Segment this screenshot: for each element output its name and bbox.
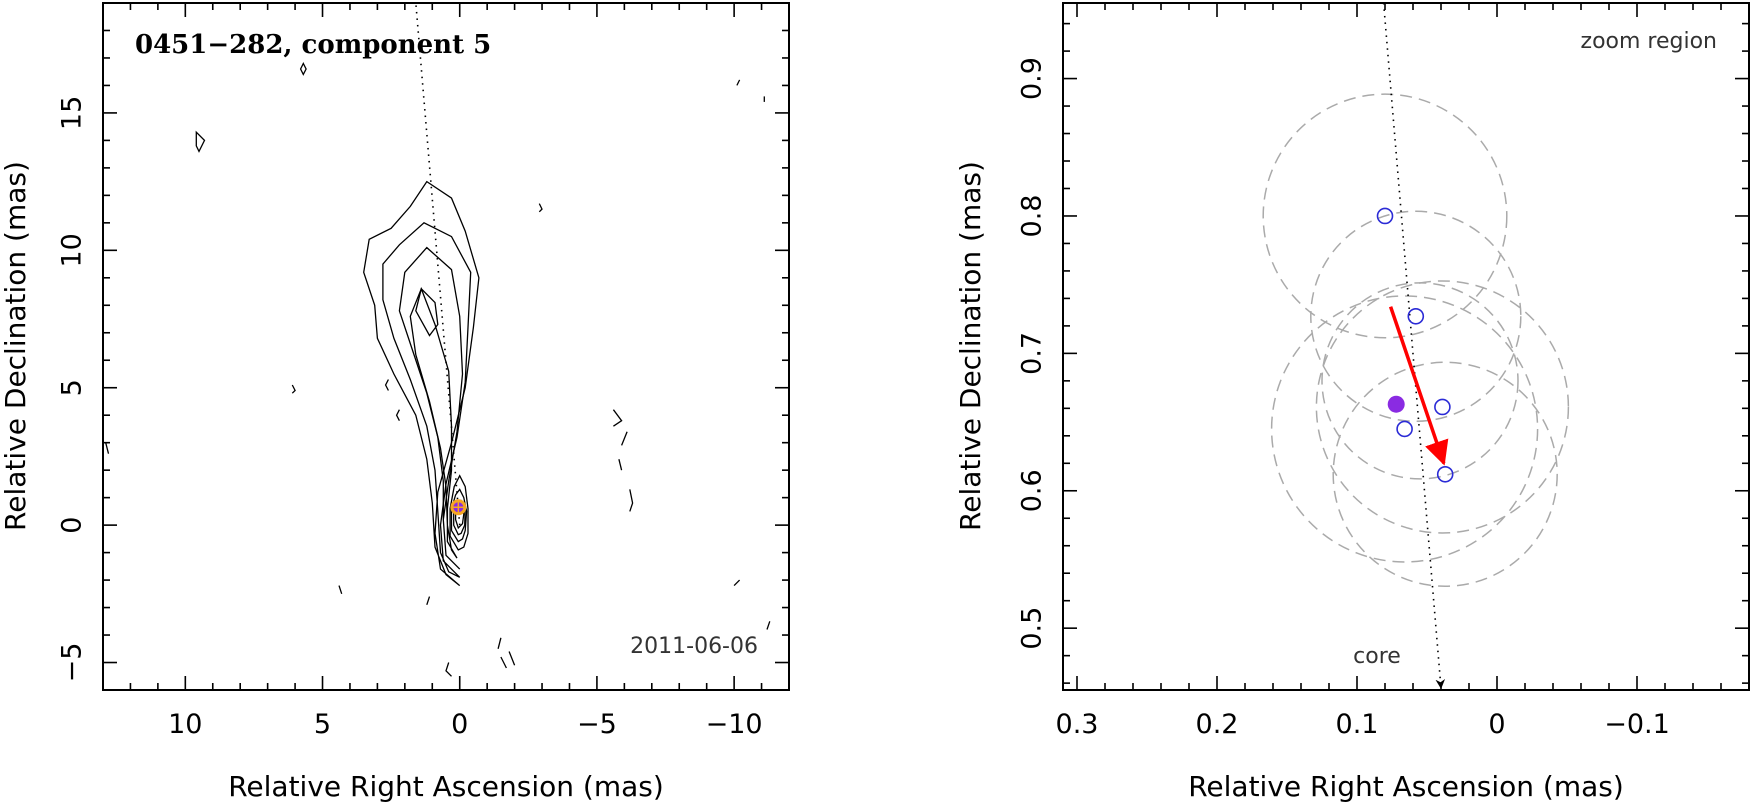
right-zoom-label: zoom region bbox=[1581, 29, 1717, 54]
contour-line bbox=[409, 287, 458, 559]
contour-line bbox=[508, 651, 516, 666]
right-mean-position bbox=[1387, 395, 1405, 413]
contour-line bbox=[195, 130, 206, 153]
uncertainty-circle bbox=[1310, 210, 1522, 423]
left-y-tick-label: 0 bbox=[57, 517, 88, 534]
contour-line bbox=[538, 203, 543, 213]
left-y-tick-label: 5 bbox=[57, 379, 88, 396]
position-point bbox=[1376, 207, 1394, 225]
contour-line bbox=[105, 442, 110, 454]
uncertainty-circle bbox=[1270, 295, 1539, 563]
contour-line bbox=[299, 62, 307, 76]
contour-line bbox=[733, 579, 741, 587]
uncertainty-circle bbox=[1262, 93, 1508, 339]
right-y-tick-label: 0.7 bbox=[1017, 332, 1048, 375]
uncertainty-circle bbox=[1332, 361, 1558, 588]
left-y-axis-label: Relative Declination (mas) bbox=[0, 161, 32, 531]
right-x-tick-label: −0.1 bbox=[1604, 709, 1670, 740]
contour-line bbox=[618, 459, 623, 471]
contour-line bbox=[395, 409, 400, 421]
contour-line bbox=[766, 621, 771, 630]
contour-line bbox=[415, 287, 439, 337]
contour-line bbox=[384, 379, 389, 391]
right-x-tick-label: 0.1 bbox=[1336, 709, 1379, 740]
left-y-tick-label: 10 bbox=[57, 233, 88, 267]
left-x-tick-label: −5 bbox=[577, 709, 617, 740]
left-ticks: 10 5 0 −5 −10 −5 0 5 10 15 bbox=[57, 2, 790, 740]
right-ticks: 0.3 0.2 0.1 0 −0.1 0.5 0.6 0.7 0.8 0.9 bbox=[1017, 3, 1750, 740]
contour-line bbox=[620, 431, 628, 446]
uncertainty-circle bbox=[1315, 280, 1570, 534]
contour-line bbox=[445, 662, 452, 677]
left-plot-frame bbox=[102, 2, 790, 691]
left-jet-axis bbox=[415, 3, 461, 526]
right-panel: 0.3 0.2 0.1 0 −0.1 0.5 0.6 0.7 0.8 0.9 zoom regio… bbox=[954, 2, 1750, 803]
right-plot-frame bbox=[1062, 2, 1750, 691]
right-y-tick-label: 0.9 bbox=[1017, 57, 1048, 100]
left-component-marker bbox=[450, 499, 467, 516]
right-y-tick-label: 0.5 bbox=[1017, 607, 1048, 650]
position-point bbox=[1436, 465, 1454, 483]
contour-line bbox=[398, 246, 464, 570]
right-y-tick-label: 0.6 bbox=[1017, 469, 1048, 512]
contour-line bbox=[338, 585, 343, 595]
right-core-label: core bbox=[1353, 644, 1401, 669]
contour-line bbox=[497, 637, 502, 649]
contour-line bbox=[500, 656, 507, 669]
right-x-axis-label: Relative Right Ascension (mas) bbox=[1188, 770, 1624, 803]
left-x-tick-label: 5 bbox=[314, 709, 331, 740]
contour-line bbox=[426, 596, 431, 606]
position-point bbox=[1407, 307, 1425, 325]
contour-line bbox=[363, 180, 480, 587]
right-x-tick-label: 0 bbox=[1488, 709, 1505, 740]
right-x-tick-label: 0.2 bbox=[1196, 709, 1239, 740]
left-x-tick-label: 10 bbox=[168, 709, 202, 740]
right-y-tick-label: 0.8 bbox=[1017, 194, 1048, 237]
position-point bbox=[1434, 398, 1451, 416]
right-x-tick-label: 0.3 bbox=[1056, 709, 1099, 740]
left-epoch-label: 2011-06-06 bbox=[630, 634, 758, 659]
contour-line bbox=[291, 384, 296, 394]
contour-line bbox=[382, 222, 472, 578]
contour-line bbox=[450, 488, 468, 543]
right-motion-vector bbox=[1388, 306, 1449, 466]
left-x-axis-label: Relative Right Ascension (mas) bbox=[228, 770, 664, 803]
right-jet-axis bbox=[1382, 2, 1446, 689]
right-positions bbox=[1376, 207, 1454, 483]
right-uncertainty-circles bbox=[1262, 93, 1570, 588]
uncertainty-circle bbox=[1321, 282, 1519, 480]
contour-line bbox=[612, 409, 623, 427]
position-point bbox=[1396, 420, 1413, 438]
contour-line bbox=[629, 489, 634, 512]
contour-line bbox=[736, 79, 741, 86]
left-y-tick-label: 15 bbox=[57, 96, 88, 130]
left-title: 0451−282, component 5 bbox=[135, 30, 491, 60]
contour-line bbox=[449, 474, 469, 551]
left-y-tick-label: −5 bbox=[57, 643, 88, 683]
right-y-axis-label: Relative Declination (mas) bbox=[954, 161, 987, 531]
left-x-tick-label: −10 bbox=[706, 709, 763, 740]
left-x-tick-label: 0 bbox=[451, 709, 468, 740]
left-contours bbox=[105, 62, 771, 677]
